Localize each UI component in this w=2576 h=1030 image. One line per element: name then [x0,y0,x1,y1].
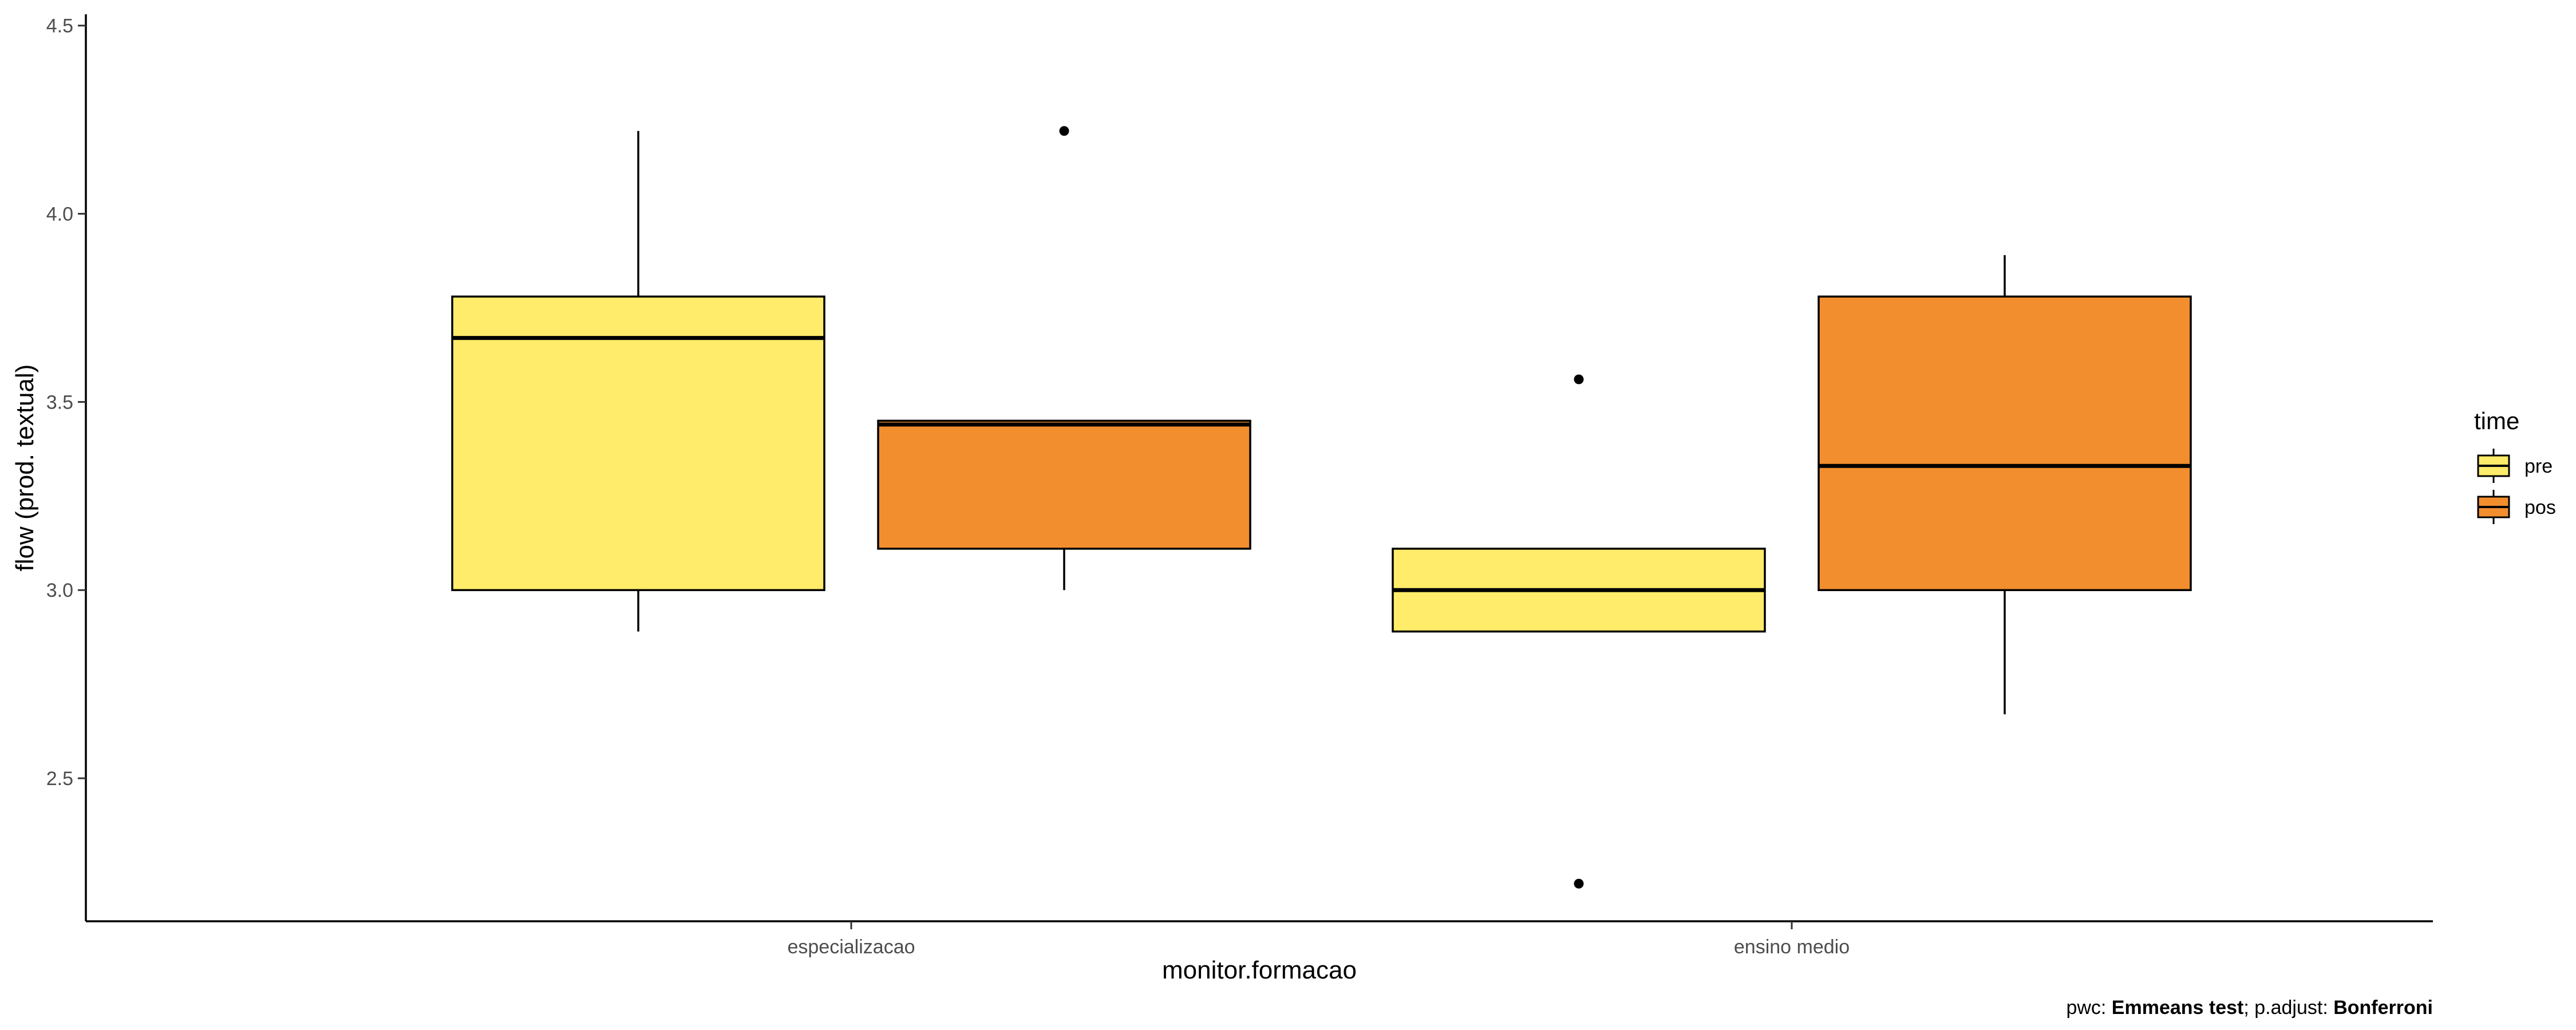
box-pos-ensino-medio [1819,255,2191,714]
caption-text: pwc: [2066,997,2111,1019]
y-axis: 2.5 3.0 3.5 4.0 4.5 [46,14,86,921]
box-body [878,421,1250,549]
x-axis-title: monitor.formacao [1162,956,1357,984]
y-tick-label: 4.0 [46,204,73,225]
box-body [1819,296,2191,590]
legend: time pre pos [2474,407,2556,524]
legend-item-pre: pre [2478,449,2553,483]
x-tick-label: especializacao [787,936,915,958]
caption-text: ; p.adjust: [2243,997,2333,1019]
plot-area [452,126,2191,888]
y-tick-label: 4.5 [46,15,73,37]
y-axis-title: flow (prod. textual) [11,365,39,572]
caption-bold-text: Bonferroni [2333,997,2433,1019]
caption-bold-text: Emmeans test [2112,997,2244,1019]
y-tick-label: 2.5 [46,768,73,790]
box-pre-ensino-medio [1393,374,1765,888]
box-pre-especializacao [452,131,824,632]
outlier-point [1060,126,1069,136]
legend-title: time [2474,407,2519,434]
legend-label: pos [2524,497,2556,518]
box-body [452,296,824,590]
outlier-point [1574,374,1584,384]
box-pos-especializacao [878,126,1250,590]
outlier-point [1574,879,1584,889]
legend-item-pos: pos [2478,490,2556,524]
y-tick-label: 3.5 [46,391,73,413]
y-tick-label: 3.0 [46,580,73,601]
x-tick-label: ensino medio [1734,936,1850,958]
caption: pwc: Emmeans test; p.adjust: Bonferroni [2066,997,2433,1019]
x-axis: especializacao ensino medio [86,921,2433,958]
legend-label: pre [2524,455,2553,477]
